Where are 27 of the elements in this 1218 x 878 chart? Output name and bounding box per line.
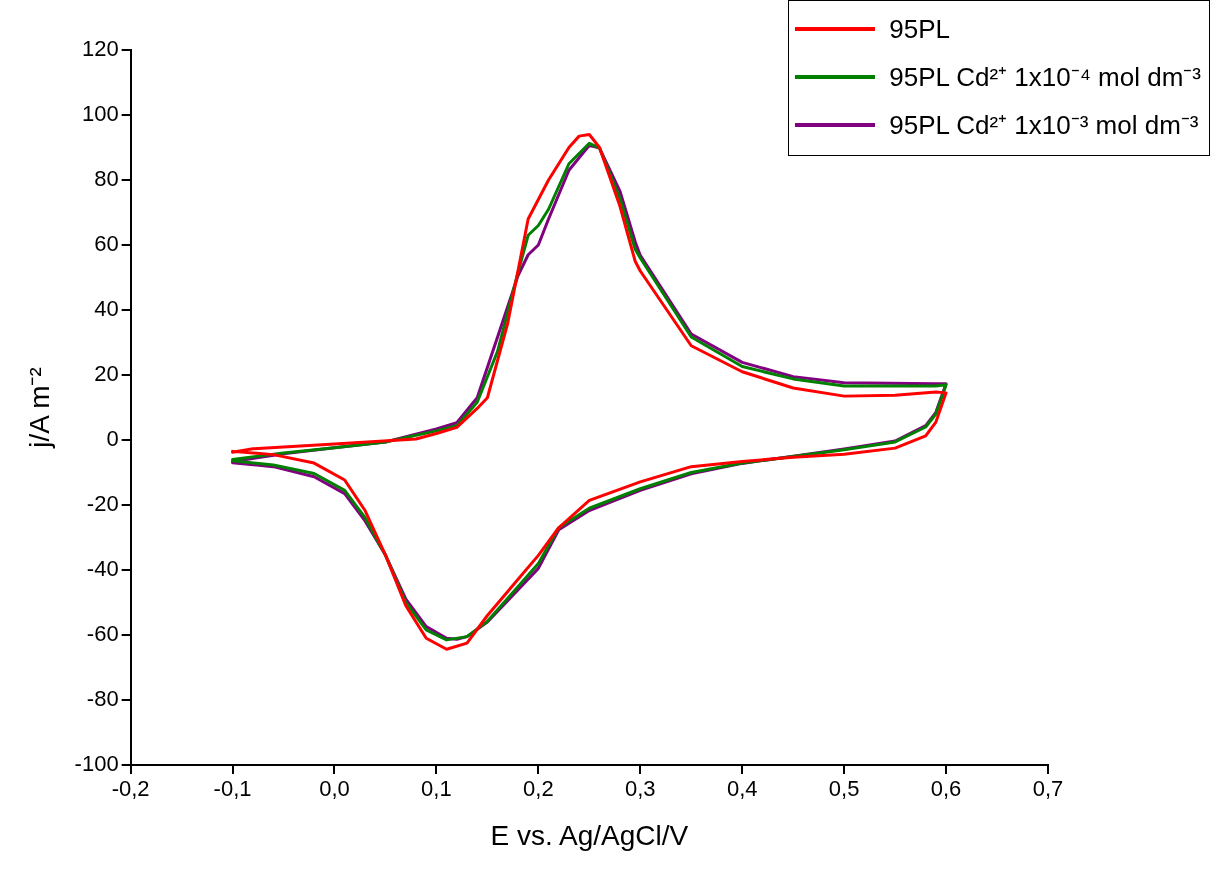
y-tick-label: -20 <box>86 491 119 517</box>
legend-label: 95PL <box>889 13 950 46</box>
y-tick-label: -80 <box>86 686 119 712</box>
x-tick-label: 0,4 <box>726 776 758 802</box>
y-tick-label: -60 <box>86 621 119 647</box>
x-tick-label: 0,7 <box>1032 776 1064 802</box>
x-tick-label: 0,0 <box>319 776 350 802</box>
y-tick-label: 120 <box>81 36 119 62</box>
y-tick-label: 100 <box>81 101 119 127</box>
x-axis-title: E vs. Ag/AgCl/V <box>490 819 689 851</box>
y-tick-label: 20 <box>94 361 119 387</box>
x-tick-label: 0,6 <box>930 776 962 802</box>
x-tick-label: 0,2 <box>523 776 554 802</box>
y-tick-label: 0 <box>106 426 119 452</box>
y-tick-label: 80 <box>94 166 119 192</box>
x-tick-label: 0,5 <box>828 776 860 802</box>
y-tick-label: 40 <box>94 296 119 322</box>
x-tick-label: -0,2 <box>111 776 150 802</box>
x-tick-label: -0,1 <box>213 776 252 802</box>
x-tick-label: 0,3 <box>624 776 656 802</box>
y-tick-label: -40 <box>86 556 119 582</box>
legend-label: 95PL Cd²⁺ 1x10⁻³ mol dm⁻³ <box>889 109 1199 142</box>
y-tick-label: 60 <box>94 231 119 257</box>
y-axis-title: j/A m⁻² <box>23 367 55 449</box>
legend-label: 95PL Cd²⁺ 1x10⁻⁴ mol dm⁻³ <box>889 61 1201 94</box>
y-tick-label: -100 <box>74 751 119 777</box>
x-tick-label: 0,1 <box>421 776 452 802</box>
